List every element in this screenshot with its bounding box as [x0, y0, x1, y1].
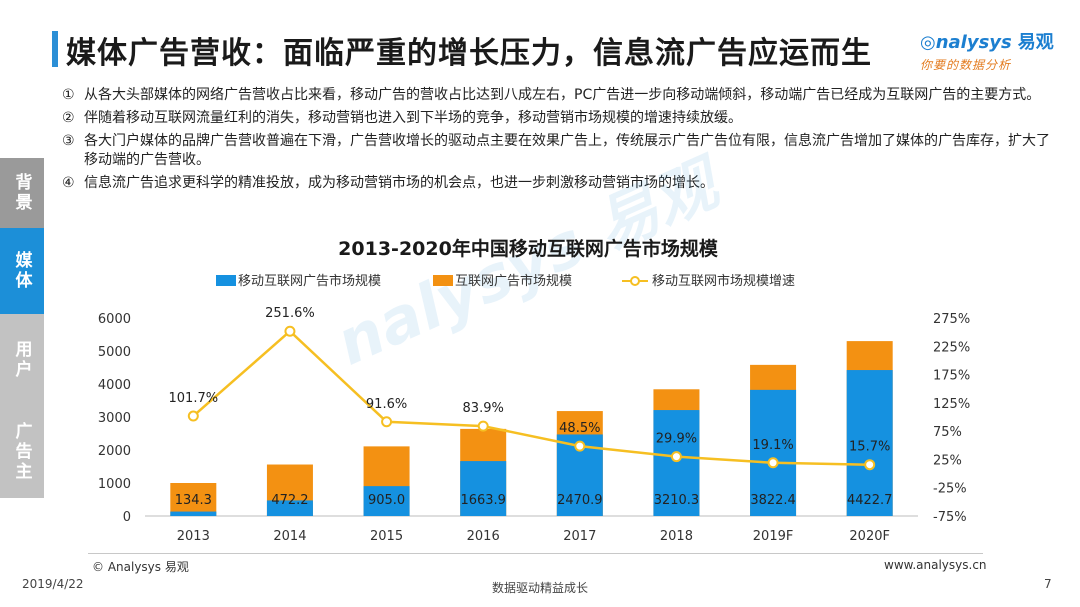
- bar-value-label: 472.2: [271, 493, 308, 508]
- bar-value-label: 905.0: [368, 493, 405, 508]
- y-right-tick-label: 125%: [933, 397, 970, 412]
- bar-mobile: [653, 410, 700, 516]
- sidebar-tab-media[interactable]: 媒体: [0, 228, 44, 314]
- y-left-tick-label: 1000: [98, 477, 131, 492]
- growth-point: [670, 451, 682, 463]
- chart-legend: 移动互联网广告市场规模 互联网广告市场规模 移动互联网市场规模增速: [216, 273, 795, 289]
- growth-value-label: 251.6%: [265, 306, 315, 321]
- bar-mobile: [266, 500, 313, 516]
- y-right-tick-label: 225%: [933, 340, 970, 355]
- bar-mobile: [363, 486, 410, 516]
- sidebar-tab-advertisers[interactable]: 广告主: [0, 406, 44, 498]
- x-tick-label: 2019F: [753, 529, 794, 544]
- bullet-item: ③ 各大门户媒体的品牌广告营收普遍在下滑，广告营收增长的驱动点主要在效果广告上，传…: [62, 132, 1052, 170]
- chart-title: 2013-2020年中国移动互联网广告市场规模: [338, 237, 719, 260]
- copyright: © Analysys 易观: [92, 560, 189, 574]
- legend-label-growth: 移动互联网市场规模增速: [652, 273, 795, 289]
- x-tick-label: 2015: [370, 529, 403, 544]
- y-left-tick-label: 2000: [98, 444, 131, 459]
- bar-value-label: 1663.9: [460, 493, 506, 508]
- bar-value-label: 3822.4: [750, 493, 796, 508]
- website-link[interactable]: www.analysys.cn: [884, 558, 987, 572]
- legend-label-mobile: 移动互联网广告市场规模: [238, 273, 381, 289]
- x-tick-label: 2013: [177, 529, 210, 544]
- footer-divider: [88, 553, 983, 554]
- chart-axes: 0 1000 2000 3000 4000 5000 6000 -75% -25% 25% 75% 1…: [98, 312, 970, 544]
- growth-value-label: 101.7%: [169, 391, 219, 406]
- sidebar-tab-users[interactable]: 用户: [0, 314, 44, 406]
- date: 2019/4/22: [22, 577, 84, 591]
- bullet-list: ① 从各大头部媒体的网络广告营收占比来看，移动广告的营收占比达到八成左右，PC广告…: [62, 86, 1052, 197]
- x-tick-label: 2014: [273, 529, 306, 544]
- logo-slogan: 你要的数据分析: [920, 58, 1012, 72]
- page-title: 媒体广告营收：面临严重的增长压力，信息流广告应运而生: [66, 36, 872, 71]
- bar-value-label: 2470.9: [557, 493, 603, 508]
- growth-point: [477, 420, 489, 432]
- bullet-item: ① 从各大头部媒体的网络广告营收占比来看，移动广告的营收占比达到八成左右，PC广告…: [62, 86, 1052, 105]
- y-left-tick-label: 3000: [98, 411, 131, 426]
- x-tick-label: 2018: [660, 529, 693, 544]
- footer-slogan: 数据驱动精益成长: [492, 581, 589, 595]
- growth-line-path: [192, 329, 870, 466]
- legend-swatch-internet: [433, 275, 453, 286]
- bar-value-label: 3210.3: [654, 493, 700, 508]
- sidebar-tab-background[interactable]: 背景: [0, 158, 44, 228]
- logo-text: nalysys: [935, 32, 1012, 53]
- y-right-tick-label: 25%: [933, 453, 962, 468]
- analysys-logo: ◎nalysys 易观 你要的数据分析: [920, 28, 1060, 73]
- growth-value-label: 29.9%: [656, 432, 697, 447]
- legend-swatch-mobile: [216, 275, 236, 286]
- y-right-tick-label: 175%: [933, 369, 970, 384]
- growth-value-label: 19.1%: [752, 438, 793, 453]
- bar-mobile: [170, 511, 217, 516]
- bar-value-label: 4422.7: [847, 493, 893, 508]
- y-left-tick-label: 4000: [98, 378, 131, 393]
- growth-value-label: 48.5%: [559, 421, 600, 436]
- bullet-item: ④ 信息流广告追求更科学的精准投放，成为移动营销市场的机会点，也进一步刺激移动营销…: [62, 174, 1052, 193]
- y-left-tick-label: 6000: [98, 312, 131, 327]
- title-accent-bar: [52, 31, 58, 67]
- data-labels: 134.3 472.2 905.0 1663.9 2470.9 3210.3 3822.4 4…: [169, 306, 893, 508]
- growth-point: [574, 440, 586, 452]
- growth-point: [284, 325, 296, 337]
- bullet-number: ④: [62, 175, 75, 191]
- bullet-text: 各大门户媒体的品牌广告营收普遍在下滑，广告营收增长的驱动点主要在效果广告上，传统…: [84, 133, 1050, 168]
- bar-value-label: 134.3: [175, 493, 212, 508]
- bar-mobile: [846, 370, 893, 516]
- logo-circle-icon: ◎: [920, 32, 936, 53]
- bar-internet-total: [170, 483, 217, 516]
- bullet-text: 伴随着移动互联网流量红利的消失，移动营销也进入到下半场的竞争，移动营销市场规模的…: [84, 110, 742, 126]
- growth-value-label: 83.9%: [463, 401, 504, 416]
- bar-mobile: [750, 389, 797, 516]
- legend-marker-growth: [630, 276, 640, 286]
- bullet-text: 从各大头部媒体的网络广告营收占比来看，移动广告的营收占比达到八成左右，PC广告进…: [84, 87, 1041, 103]
- bullet-number: ①: [62, 87, 75, 103]
- y-left-tick-label: 5000: [98, 345, 131, 360]
- x-tick-label: 2020F: [849, 529, 890, 544]
- logo-cn: 易观: [1017, 32, 1054, 53]
- x-tick-label: 2017: [563, 529, 596, 544]
- growth-line: [187, 325, 876, 471]
- bullet-number: ②: [62, 110, 75, 126]
- y-right-tick-label: -75%: [933, 510, 967, 525]
- page-number: 7: [1044, 577, 1052, 591]
- bullet-number: ③: [62, 133, 75, 149]
- growth-point: [767, 457, 779, 469]
- growth-point: [381, 416, 393, 428]
- growth-point: [187, 410, 199, 422]
- bullet-item: ② 伴随着移动互联网流量红利的消失，移动营销也进入到下半场的竞争，移动营销市场规模…: [62, 109, 1052, 128]
- chart-bars: [170, 341, 893, 516]
- bar-mobile: [460, 461, 507, 516]
- y-right-tick-label: -25%: [933, 482, 967, 497]
- growth-point: [864, 459, 876, 471]
- y-right-tick-label: 275%: [933, 312, 970, 327]
- bullet-text: 信息流广告追求更科学的精准投放，成为移动营销市场的机会点，也进一步刺激移动营销市…: [84, 175, 714, 191]
- growth-value-label: 91.6%: [366, 397, 407, 412]
- y-right-tick-label: 75%: [933, 425, 962, 440]
- legend-label-internet: 互联网广告市场规模: [455, 273, 572, 289]
- y-left-tick-label: 0: [123, 510, 131, 525]
- growth-value-label: 15.7%: [849, 440, 890, 455]
- x-tick-label: 2016: [467, 529, 500, 544]
